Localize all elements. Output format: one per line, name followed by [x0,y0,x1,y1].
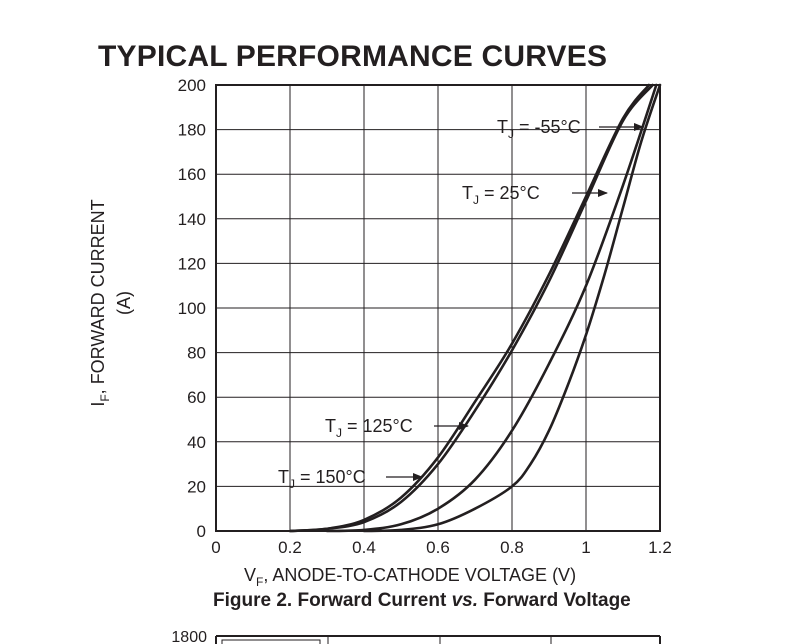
curve-t-j-25-c [325,83,658,533]
y-tick-label: 160 [178,165,206,184]
series-label-t-j-150-c: TJ = 150°C [278,467,366,491]
y-tick-label: 120 [178,254,206,273]
y-axis-label: IF, FORWARD CURRENT [88,199,112,406]
x-tick-label: 0.2 [278,538,302,557]
y-tick-label: 20 [187,477,206,496]
y-tick-label: 40 [187,433,206,452]
plot-frame [215,84,661,532]
y-tick-label: 100 [178,299,206,318]
curve-t-j-150-c [288,83,651,533]
x-axis-label: VF, ANODE-TO-CATHODE VOLTAGE (V) [244,565,576,589]
series-label-t-j-25-c: TJ = 25°C [462,183,540,207]
y-tick-label: 80 [187,344,206,363]
grid-lines [216,85,660,531]
x-tick-label: 0 [211,538,220,557]
y-axis-unit: (A) [114,291,134,315]
y-tick-label: 60 [187,388,206,407]
x-tick-label: 1 [581,538,590,557]
series-label-t-j-55-c: TJ = -55°C [497,117,581,141]
x-tick-label: 0.8 [500,538,524,557]
curve-t-j-55-c [362,83,662,533]
y-tick-label: 0 [197,522,206,541]
series-annotations: TJ = 150°C TJ = 125°C TJ = 25°C TJ = -55°C [278,117,644,491]
x-tick-label: 0.6 [426,538,450,557]
section-title: TYPICAL PERFORMANCE CURVES [98,40,608,73]
y-tick-label: 140 [178,210,206,229]
curve-t-j-125-c [288,83,654,533]
figure-caption: Figure 2. Forward Current vs. Forward Vo… [213,590,631,611]
curve-layer [288,83,662,533]
next-chart-legend-box [221,639,321,644]
series-label-t-j-125-c: TJ = 125°C [325,416,413,440]
next-chart-top-tick: 1800 [171,629,207,644]
x-tick-label: 0.4 [352,538,376,557]
y-tick-label: 180 [178,121,206,140]
x-tick-label: 1.2 [648,538,672,557]
y-tick-label: 200 [178,76,206,95]
tick-labels: 0 0.2 0.4 0.6 0.8 1 1.2 0 20 40 60 80 100 120 140 160 18… [178,76,672,557]
